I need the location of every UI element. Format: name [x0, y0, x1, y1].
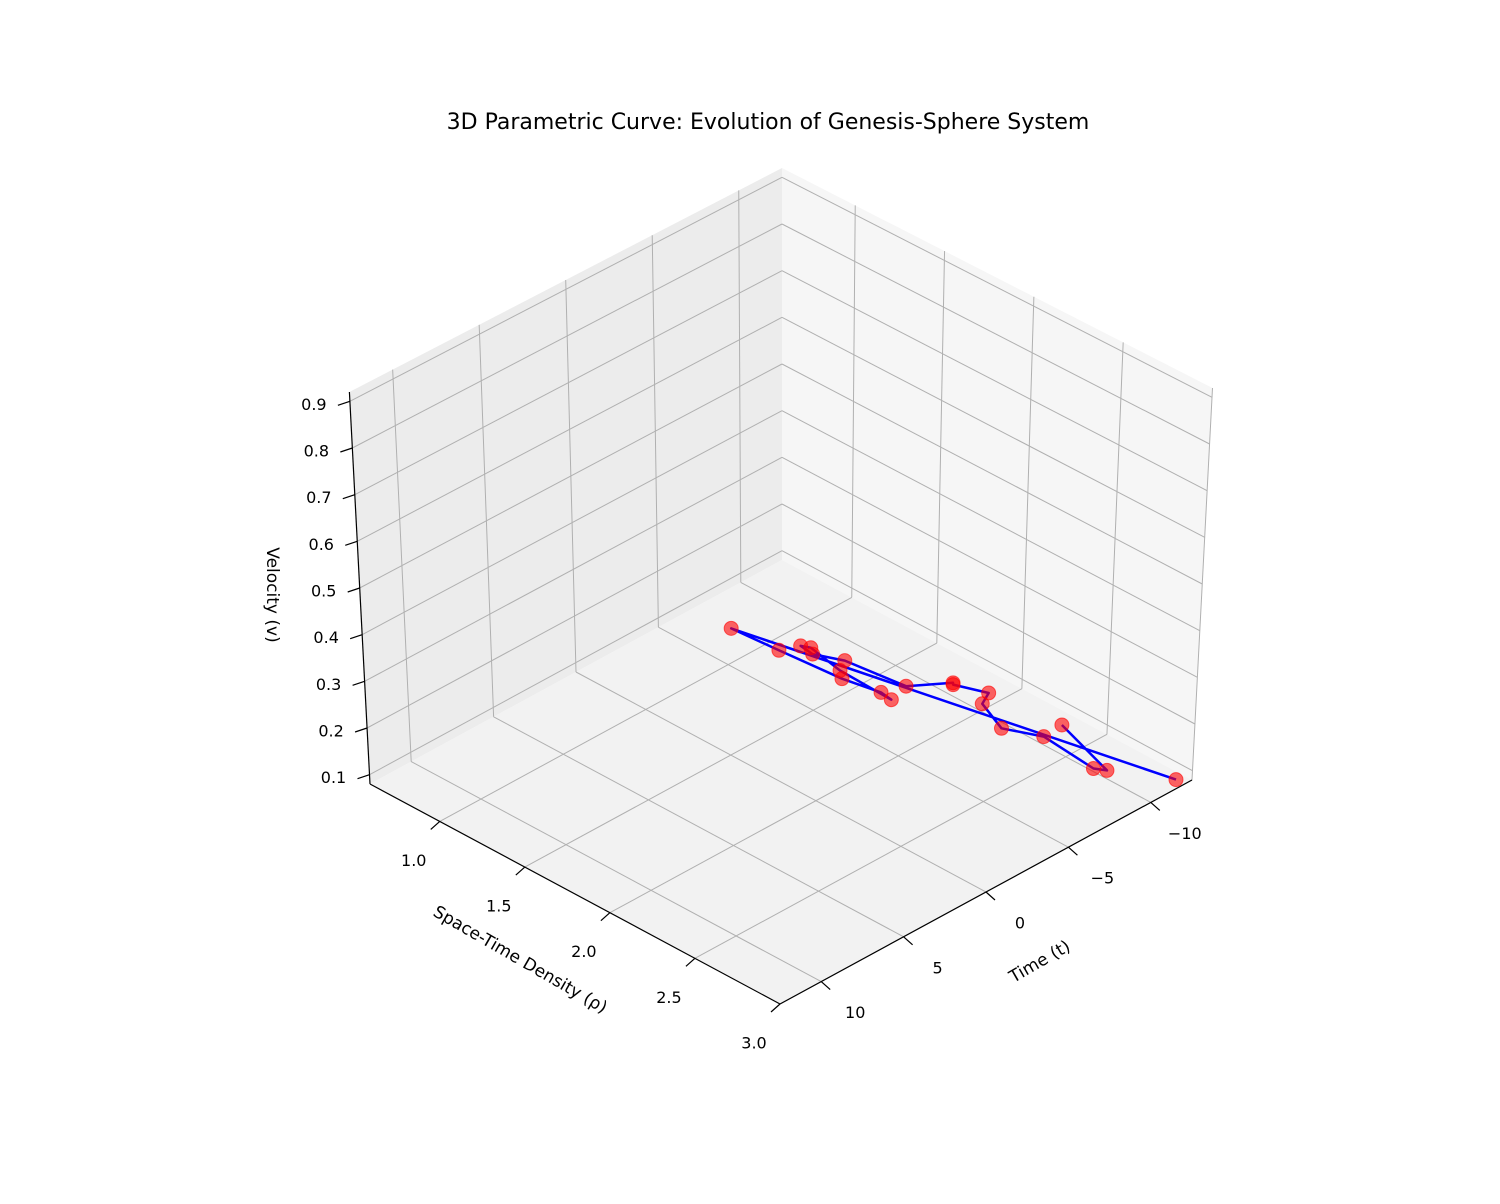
z-tick — [349, 634, 363, 640]
z-tick-label: 0.2 — [318, 722, 343, 741]
y-tick — [430, 820, 441, 830]
point — [883, 692, 899, 708]
y-tick-label: 1.5 — [486, 897, 511, 916]
point — [974, 696, 990, 712]
grid-line — [364, 456, 783, 682]
x-axis — [779, 779, 1193, 1005]
y-axis — [369, 783, 781, 1005]
grid-line — [439, 596, 852, 822]
grid-line — [352, 223, 783, 449]
grid-line — [781, 223, 1210, 445]
left-pane — [349, 168, 782, 784]
z-tick — [357, 774, 370, 780]
point — [1085, 761, 1101, 777]
grid-line — [349, 176, 783, 402]
point — [1036, 729, 1052, 745]
grid-line — [575, 671, 987, 893]
point — [873, 684, 889, 700]
grid-line — [781, 550, 1193, 772]
z-tick — [352, 680, 365, 686]
x-tick — [820, 981, 831, 991]
y-tick — [685, 957, 696, 967]
z-tick-label: 0.6 — [309, 535, 334, 554]
y-tick — [600, 912, 611, 922]
grid-line — [694, 733, 1108, 959]
grid-line — [781, 410, 1201, 632]
z-tick — [347, 587, 360, 593]
x-tick-label: −5 — [1091, 869, 1115, 888]
grid-line — [361, 410, 783, 636]
point — [1054, 717, 1070, 733]
y-tick-label: 1.0 — [401, 851, 426, 870]
z-tick-label: 0.5 — [311, 582, 336, 601]
x-tick-label: −10 — [1168, 824, 1202, 843]
grid-line — [740, 581, 1152, 803]
grid-line — [658, 626, 1069, 848]
grid-line — [781, 503, 1196, 725]
point — [805, 646, 821, 662]
point — [793, 638, 809, 654]
grid-line — [781, 363, 1203, 585]
z-tick-label: 0.3 — [316, 675, 341, 694]
point — [771, 642, 787, 658]
right-pane — [782, 168, 1213, 780]
x-tick-label: 0 — [1015, 914, 1025, 933]
z-tick-label: 0.1 — [321, 768, 346, 787]
grid-line — [366, 503, 783, 729]
x-tick — [1068, 846, 1078, 856]
point — [993, 720, 1009, 736]
point — [723, 620, 739, 636]
y-tick-label: 2.5 — [656, 988, 681, 1007]
y-tick-label: 2.0 — [571, 942, 596, 961]
y-tick-label: 3.0 — [741, 1034, 766, 1053]
z-tick — [342, 494, 355, 500]
z-tick-label: 0.4 — [313, 628, 338, 647]
x-tick — [903, 936, 913, 946]
z-axis — [348, 391, 371, 785]
z-tick-label: 0.7 — [306, 488, 331, 507]
point — [1168, 772, 1184, 788]
grid-line — [781, 176, 1213, 398]
x-tick — [1150, 801, 1161, 811]
x-tick-label: 10 — [845, 1003, 865, 1022]
grid-line — [357, 316, 783, 542]
point — [945, 677, 961, 693]
grid-line — [781, 270, 1208, 492]
z-tick — [345, 540, 358, 546]
grid-line — [781, 316, 1205, 538]
grid-line — [359, 363, 783, 589]
y-tick — [770, 1003, 781, 1013]
z-tick — [354, 727, 368, 733]
grid-line — [354, 270, 783, 496]
x-tick — [985, 891, 996, 901]
z-tick-label: 0.9 — [301, 395, 326, 414]
point — [837, 653, 853, 669]
grid-line — [369, 550, 783, 776]
z-tick-label: 0.8 — [304, 442, 329, 461]
y-tick — [515, 866, 526, 876]
z-axis-label: Velocity (v) — [262, 547, 282, 642]
point — [898, 678, 914, 694]
z-tick — [340, 447, 353, 453]
grid-line — [493, 716, 904, 938]
grid-line — [609, 688, 1023, 914]
z-tick — [337, 400, 351, 406]
grid-line — [410, 761, 822, 983]
grid-line — [524, 642, 938, 868]
grid-line — [781, 456, 1198, 678]
x-tick-label: 5 — [933, 958, 943, 977]
point — [1099, 762, 1115, 778]
chart-title: 3D Parametric Curve: Evolution of Genesi… — [447, 110, 1090, 135]
